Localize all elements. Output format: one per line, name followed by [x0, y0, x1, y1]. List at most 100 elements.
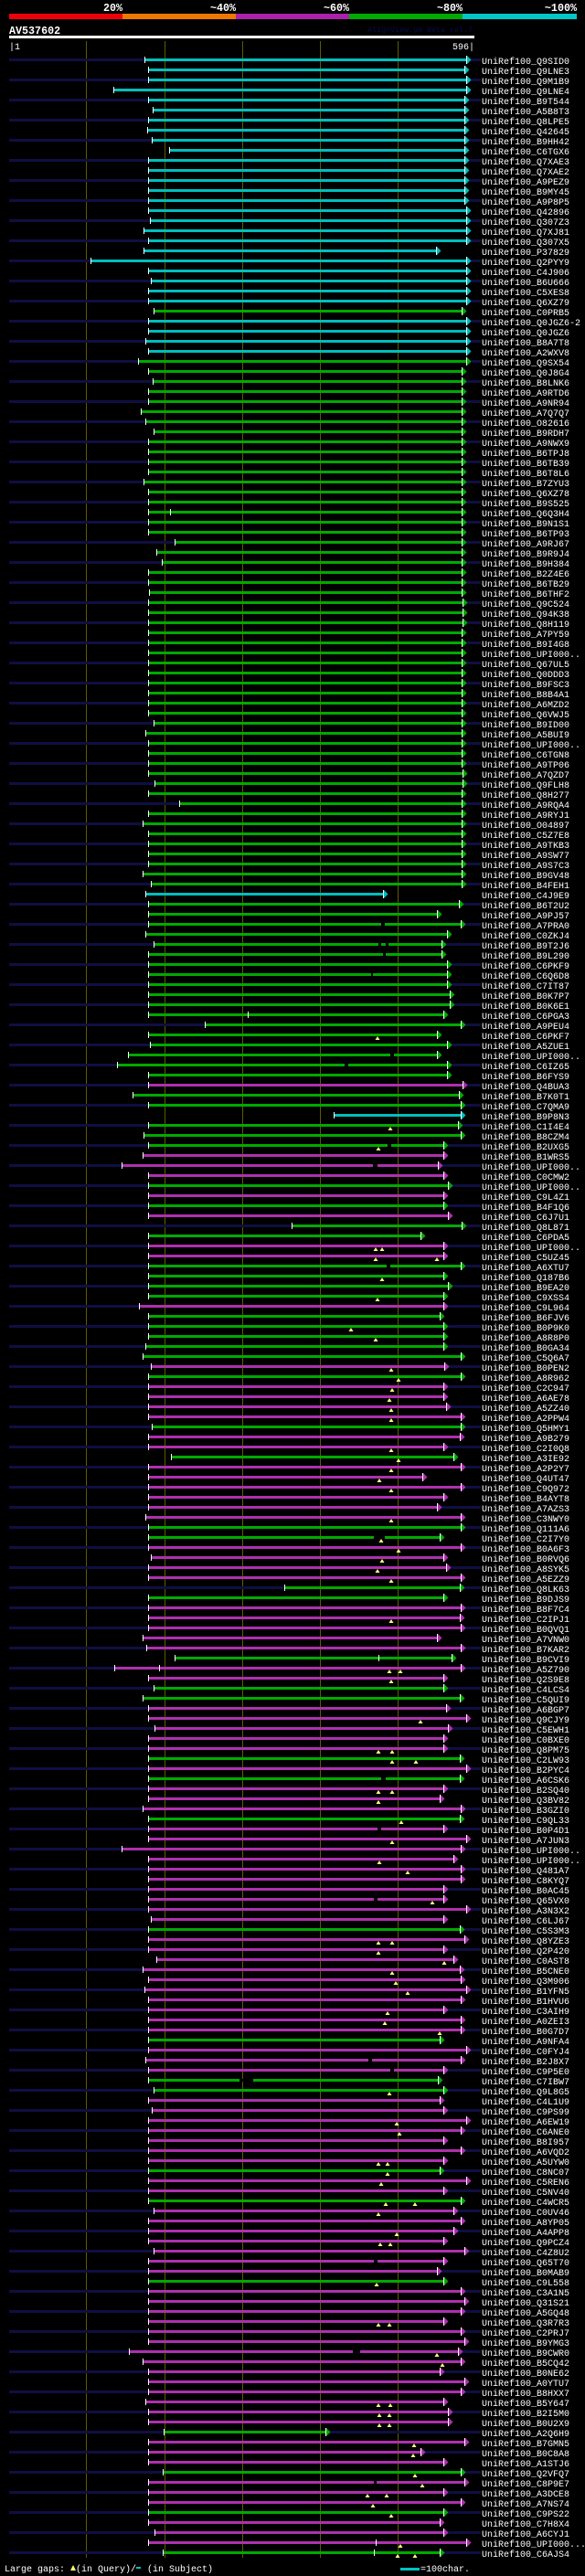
svg-text:UniRef100_Q3R7R3: UniRef100_Q3R7R3 — [482, 2318, 569, 2329]
svg-text:UniRef100_B0MAB9: UniRef100_B0MAB9 — [482, 2268, 569, 2279]
svg-text:UniRef100_A6CYJ1: UniRef100_A6CYJ1 — [482, 2529, 569, 2540]
svg-text:UniRef100_Q4UT47: UniRef100_Q4UT47 — [482, 1474, 569, 1485]
svg-text:UniRef100_A9PEU4: UniRef100_A9PEU4 — [482, 1022, 569, 1033]
svg-text:UniRef100_UPI000..: UniRef100_UPI000.. — [482, 650, 580, 661]
svg-text:UniRef100_Q2S9E8: UniRef100_Q2S9E8 — [482, 1675, 569, 1686]
svg-text:UniRef100_Q9SX54: UniRef100_Q9SX54 — [482, 358, 569, 369]
svg-text:UniRef100_C6IZ65: UniRef100_C6IZ65 — [482, 1062, 569, 1073]
svg-text:UniRef100_UPI000..: UniRef100_UPI000.. — [482, 1846, 580, 1857]
svg-text:UniRef100_Q9CJY9: UniRef100_Q9CJY9 — [482, 1715, 569, 1726]
svg-text:UniRef100_A6MZD2: UniRef100_A6MZD2 — [482, 700, 569, 711]
svg-text:UniRef100_B6TB39: UniRef100_B6TB39 — [482, 459, 569, 470]
svg-text:UniRef100_A5EZZ9: UniRef100_A5EZZ9 — [482, 1574, 569, 1585]
svg-text:UniRef100_Q42896: UniRef100_Q42896 — [482, 207, 569, 218]
svg-text:UniRef100_A9RJ67: UniRef100_A9RJ67 — [482, 539, 569, 550]
svg-text:UniRef100_B0K6E1: UniRef100_B0K6E1 — [482, 1002, 569, 1012]
svg-text:UniRef100_B2I5M0: UniRef100_B2I5M0 — [482, 2409, 569, 2420]
svg-text:UniRef100_Q9SID0: UniRef100_Q9SID0 — [482, 57, 569, 68]
svg-text:UniRef100_UPI000..: UniRef100_UPI000.. — [482, 1856, 580, 1867]
svg-text:UniRef100_Q2PYY9: UniRef100_Q2PYY9 — [482, 258, 569, 269]
svg-text:UniRef100_Q8H277: UniRef100_Q8H277 — [482, 790, 569, 801]
svg-text:UniRef100_C9QL33: UniRef100_C9QL33 — [482, 1816, 569, 1827]
svg-text:UniRef100_A8YP05: UniRef100_A8YP05 — [482, 2218, 569, 2229]
svg-text:UniRef100_C6PKF7: UniRef100_C6PKF7 — [482, 1032, 569, 1043]
svg-text:UniRef100_C2C947: UniRef100_C2C947 — [482, 1383, 569, 1394]
svg-text:UniRef100_A6XTU7: UniRef100_A6XTU7 — [482, 1263, 569, 1274]
svg-text:~40%: ~40% — [210, 2, 237, 15]
svg-text:UniRef100_A0ZEI3: UniRef100_A0ZEI3 — [482, 2017, 569, 2028]
svg-text:UniRef100_B9CVI9: UniRef100_B9CVI9 — [482, 1655, 569, 1666]
svg-text:UniRef100_B6FJV6: UniRef100_B6FJV6 — [482, 1313, 569, 1324]
svg-text:UniRef100_Q6Q3H4: UniRef100_Q6Q3H4 — [482, 509, 569, 520]
svg-text:UniRef100_C7H8X4: UniRef100_C7H8X4 — [482, 2519, 569, 2530]
svg-text:UniRef100_C9L558: UniRef100_C9L558 — [482, 2278, 569, 2289]
svg-text:UniRef100_C6TGN8: UniRef100_C6TGN8 — [482, 750, 569, 761]
svg-text:UniRef100_Q42645: UniRef100_Q42645 — [482, 127, 569, 138]
svg-text:UniRef100_B2Z4E6: UniRef100_B2Z4E6 — [482, 569, 569, 580]
svg-text:UniRef100_C9PS99: UniRef100_C9PS99 — [482, 2107, 569, 2118]
svg-text:~60%: ~60% — [324, 2, 350, 15]
svg-text:UniRef100_A9TKB3: UniRef100_A9TKB3 — [482, 841, 569, 852]
svg-text:UniRef100_A5ZUE1: UniRef100_A5ZUE1 — [482, 1042, 569, 1053]
svg-text:UniRef100_B9MY45: UniRef100_B9MY45 — [482, 187, 569, 198]
svg-text:UniRef100_C6ANE0: UniRef100_C6ANE0 — [482, 2127, 569, 2138]
svg-text:UniRef100_B9EA20: UniRef100_B9EA20 — [482, 1283, 569, 1294]
svg-text:UniRef100_A9RYJ1: UniRef100_A9RYJ1 — [482, 811, 569, 822]
svg-text:UniRef100_B6THF2: UniRef100_B6THF2 — [482, 589, 569, 600]
svg-text:UniRef100_A1STJ6: UniRef100_A1STJ6 — [482, 2459, 569, 2470]
svg-text:UniRef100_C4WCR5: UniRef100_C4WCR5 — [482, 2198, 569, 2209]
svg-text:UniRef100_B9T544: UniRef100_B9T544 — [482, 97, 569, 108]
svg-text:UniRef100_Q8L871: UniRef100_Q8L871 — [482, 1223, 569, 1234]
svg-text:UniRef100_B9S525: UniRef100_B9S525 — [482, 499, 569, 510]
svg-text:UniRef100_B7ZYU3: UniRef100_B7ZYU3 — [482, 479, 569, 490]
svg-text:UniRef100_Q3BV82: UniRef100_Q3BV82 — [482, 1796, 569, 1807]
svg-text:UniRef100_A9PJ57: UniRef100_A9PJ57 — [482, 911, 569, 922]
svg-text:UniRef100_B4FEH1: UniRef100_B4FEH1 — [482, 881, 569, 892]
svg-text:UniRef100_C5QUI9: UniRef100_C5QUI9 — [482, 1695, 569, 1706]
svg-text:UniRef100_C8P9E7: UniRef100_C8P9E7 — [482, 2479, 569, 2490]
svg-text:UniRef100_B7GMN5: UniRef100_B7GMN5 — [482, 2439, 569, 2450]
svg-text:UniRef100_C2IPJ1: UniRef100_C2IPJ1 — [482, 1615, 569, 1626]
svg-text:UniRef100_B7KAR2: UniRef100_B7KAR2 — [482, 1645, 569, 1656]
svg-text:UniRef100_B9RDH7: UniRef100_B9RDH7 — [482, 429, 569, 440]
svg-text:UniRef100_UPI000..: UniRef100_UPI000.. — [482, 740, 580, 751]
svg-text:Large gaps: (in Query)/ (in Su: Large gaps: (in Query)/ (in Subject) — [5, 2564, 213, 2575]
svg-text:UniRef100_C4J9E9: UniRef100_C4J9E9 — [482, 891, 569, 902]
svg-text:UniRef100_Q31S21: UniRef100_Q31S21 — [482, 2298, 569, 2309]
svg-text:UniRef100_Q65T70: UniRef100_Q65T70 — [482, 2258, 569, 2269]
svg-text:UniRef100_A8R962: UniRef100_A8R962 — [482, 1373, 569, 1384]
svg-text:UniRef100_UPI000..: UniRef100_UPI000.. — [482, 1052, 580, 1063]
svg-text:UniRef100_Q0DDD3: UniRef100_Q0DDD3 — [482, 670, 569, 681]
svg-text:UniRef100_Q7XJ81: UniRef100_Q7XJ81 — [482, 228, 569, 239]
svg-text:UniRef100_Q9LNE3: UniRef100_Q9LNE3 — [482, 67, 569, 78]
svg-text:|1: |1 — [9, 42, 20, 53]
svg-text:UniRef100_C5Q6A7: UniRef100_C5Q6A7 — [482, 1353, 569, 1364]
svg-text:UniRef100_B0G7D7: UniRef100_B0G7D7 — [482, 2027, 569, 2038]
svg-text:UniRef100_C0AST8: UniRef100_C0AST8 — [482, 1956, 569, 1967]
svg-text:UniRef100_A6AE78: UniRef100_A6AE78 — [482, 1394, 569, 1405]
svg-text:UniRef100_A0YTU7: UniRef100_A0YTU7 — [482, 2379, 569, 2390]
svg-text:UniRef100_Q9LNE4: UniRef100_Q9LNE4 — [482, 87, 569, 98]
svg-text:UniRef100_A7QZD7: UniRef100_A7QZD7 — [482, 770, 569, 781]
svg-text:UniRef100_Q94K38: UniRef100_Q94K38 — [482, 610, 569, 620]
svg-text:UniRef100_Q9C524: UniRef100_Q9C524 — [482, 599, 569, 610]
svg-text:UniRef100_C0UV46: UniRef100_C0UV46 — [482, 2208, 569, 2219]
svg-text:UniRef100_Q8H119: UniRef100_Q8H119 — [482, 620, 569, 631]
svg-text:UniRef100_B0K7P7: UniRef100_B0K7P7 — [482, 991, 569, 1002]
svg-text:UniRef100_C6AJS4: UniRef100_C6AJS4 — [482, 2549, 569, 2560]
svg-text:UniRef100_C1I4E4: UniRef100_C1I4E4 — [482, 1122, 569, 1133]
svg-text:UniRef100_Q5HMY1: UniRef100_Q5HMY1 — [482, 1424, 569, 1435]
svg-text:UniRef100_A7PRA0: UniRef100_A7PRA0 — [482, 921, 569, 932]
svg-text:UniRef100_Q6VWJ5: UniRef100_Q6VWJ5 — [482, 710, 569, 721]
svg-text:UniRef100_A9TP06: UniRef100_A9TP06 — [482, 760, 569, 771]
svg-text:UniRef100_C6LJ67: UniRef100_C6LJ67 — [482, 1916, 569, 1927]
svg-text:UniRef100_A5UYW0: UniRef100_A5UYW0 — [482, 2157, 569, 2168]
svg-text:UniRef100_C4LCS4: UniRef100_C4LCS4 — [482, 1685, 569, 1696]
svg-text:UniRef100_Q0JGZ6-2: UniRef100_Q0JGZ6-2 — [482, 318, 580, 329]
svg-text:AV537602: AV537602 — [9, 25, 60, 37]
svg-text:UniRef100_A9RQA4: UniRef100_A9RQA4 — [482, 800, 569, 811]
svg-text:UniRef100_UPI000..: UniRef100_UPI000.. — [482, 1182, 580, 1193]
svg-text:UniRef100_A3DCE8: UniRef100_A3DCE8 — [482, 2489, 569, 2500]
svg-text:UniRef100_A6VQD2: UniRef100_A6VQD2 — [482, 2147, 569, 2158]
svg-text:UniRef100_A5BUI9: UniRef100_A5BUI9 — [482, 730, 569, 741]
